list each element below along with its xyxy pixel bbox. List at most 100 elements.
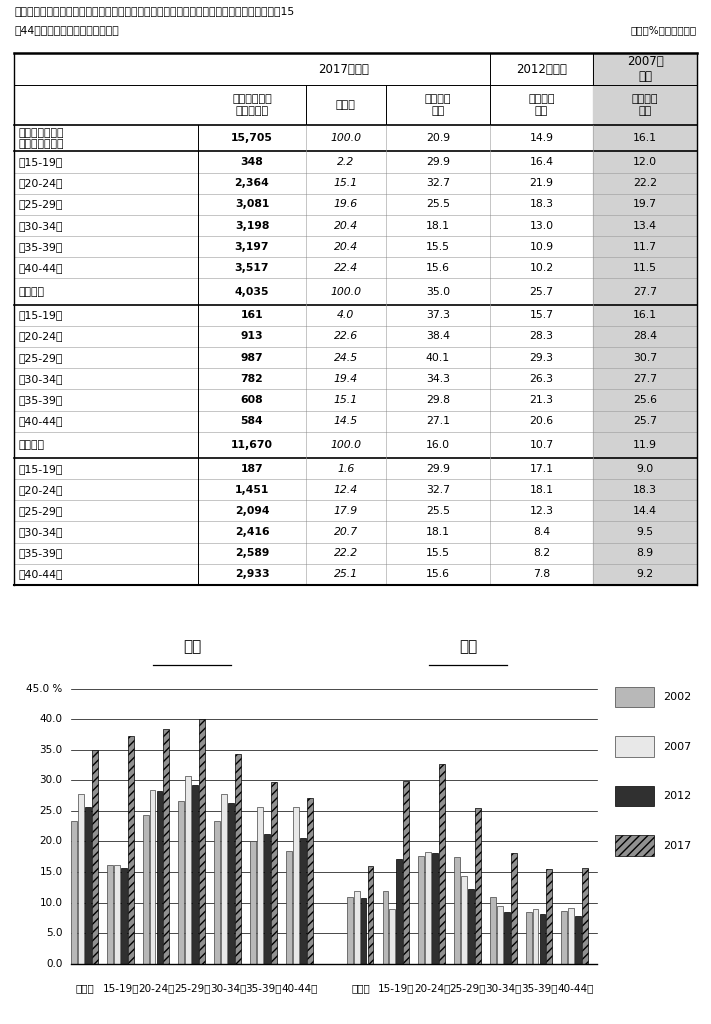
Text: 29.3: 29.3 [530,352,553,362]
Text: 男性　計: 男性 計 [18,287,45,297]
Text: 15-19歳: 15-19歳 [18,464,63,473]
Bar [264,834,269,964]
Text: 161: 161 [240,310,263,321]
Text: 非典型雇用離職
者計（男女計）: 非典型雇用離職 者計（男女計） [18,128,64,150]
Text: 正社員移
行率: 正社員移 行率 [424,94,451,116]
Text: 16.4: 16.4 [530,157,553,167]
Text: 15.7: 15.7 [530,310,553,321]
Text: 27.7: 27.7 [633,374,657,384]
Text: 25.7: 25.7 [633,416,657,426]
Text: 25.5: 25.5 [426,506,450,516]
Bar [186,776,191,964]
Text: 正社員移
行率: 正社員移 行率 [632,94,658,116]
Text: 2,933: 2,933 [235,569,269,580]
Text: 21.9: 21.9 [530,178,553,188]
Text: 2,094: 2,094 [235,506,269,516]
Text: 正社員移
行率: 正社員移 行率 [528,94,555,116]
Text: 15-19歳: 15-19歳 [378,983,415,993]
Text: 40-44歳: 40-44歳 [282,983,318,993]
Bar [525,912,532,964]
Text: 584: 584 [240,416,263,426]
Text: 19.7: 19.7 [633,200,657,209]
Text: 608: 608 [240,395,263,404]
Text: 8.9: 8.9 [636,548,653,558]
Text: 30.7: 30.7 [633,352,657,362]
Text: 25.7: 25.7 [530,287,553,297]
Text: 29.8: 29.8 [426,395,450,404]
Text: 20.6: 20.6 [530,416,554,426]
Text: 30-34歳: 30-34歳 [18,220,63,230]
Text: 25-29歳: 25-29歳 [18,200,63,209]
Bar [368,866,373,964]
Bar [221,795,227,964]
Text: 100.0: 100.0 [331,440,361,450]
Text: 22.2: 22.2 [334,548,358,558]
Text: 8.4: 8.4 [533,527,550,537]
Text: 35-39歳: 35-39歳 [18,395,63,404]
Text: 987: 987 [240,352,263,362]
Text: 15.5: 15.5 [426,242,450,252]
Text: 女性: 女性 [459,639,477,654]
Text: 100.0: 100.0 [331,133,361,143]
Text: 11.5: 11.5 [633,263,657,272]
Text: 4.0: 4.0 [337,310,355,321]
Bar [425,852,431,964]
Text: 18.3: 18.3 [530,200,553,209]
Text: 40-44歳: 40-44歳 [18,263,63,272]
Text: 20.4: 20.4 [334,242,358,252]
Text: 29.9: 29.9 [426,464,450,473]
Bar [475,808,481,964]
Text: 35-39歳: 35-39歳 [521,983,558,993]
Text: 30-34歳: 30-34歳 [18,527,63,537]
Text: 18.3: 18.3 [633,484,657,495]
Text: 17.1: 17.1 [530,464,553,473]
Text: 19.6: 19.6 [334,200,358,209]
Text: 40.0: 40.0 [40,714,63,724]
Text: 2012: 2012 [663,792,691,801]
Text: 19.4: 19.4 [334,374,358,384]
Text: 25-29歳: 25-29歳 [18,506,63,516]
Bar [454,857,460,964]
Text: 15.6: 15.6 [426,263,450,272]
Text: 25-29歳: 25-29歳 [450,983,486,993]
Bar [562,910,567,964]
Text: 15-19歳: 15-19歳 [102,983,139,993]
Text: 40.1: 40.1 [426,352,450,362]
Text: 16.1: 16.1 [633,310,657,321]
Text: 27.1: 27.1 [426,416,450,426]
Bar [390,908,395,964]
Text: 40-44歳: 40-44歳 [18,416,63,426]
Text: 構成比: 構成比 [336,100,356,111]
Bar [250,842,256,964]
Text: 25.5: 25.5 [426,200,450,209]
Bar [510,853,517,964]
Text: 28.3: 28.3 [530,332,553,341]
Bar [582,868,588,964]
Text: 男性計: 男性計 [75,983,95,993]
Text: 18.1: 18.1 [530,484,553,495]
Text: 20-24歳: 20-24歳 [139,983,175,993]
Bar [432,853,438,964]
Text: 17.9: 17.9 [334,506,358,516]
Text: 非正規職離職
者計（人）: 非正規職離職 者計（人） [232,94,272,116]
Text: 15.1: 15.1 [334,178,358,188]
Text: 20.4: 20.4 [334,220,358,230]
Text: 図表２－４４　　過去１年間に非典型雇用から離職した者の性・年齢階層別正社員移行率（15: 図表２－４４ 過去１年間に非典型雇用から離職した者の性・年齢階層別正社員移行率（… [14,6,294,16]
Text: 22.2: 22.2 [633,178,657,188]
Text: 2,364: 2,364 [235,178,269,188]
Text: 35-39歳: 35-39歳 [18,242,63,252]
Text: 2017年調査: 2017年調査 [319,62,370,76]
Text: 8.2: 8.2 [533,548,550,558]
Text: 37.3: 37.3 [426,310,450,321]
Text: 9.5: 9.5 [636,527,653,537]
Text: 18.1: 18.1 [426,220,450,230]
Text: 35-39歳: 35-39歳 [18,548,63,558]
Bar [121,867,127,964]
Text: 0.0: 0.0 [46,958,63,969]
Text: 14.4: 14.4 [633,506,657,516]
Bar [149,791,156,964]
Text: 15,705: 15,705 [231,133,273,143]
Text: 29.9: 29.9 [426,157,450,167]
Text: 10.0: 10.0 [40,898,63,907]
Text: 16.0: 16.0 [426,440,450,450]
